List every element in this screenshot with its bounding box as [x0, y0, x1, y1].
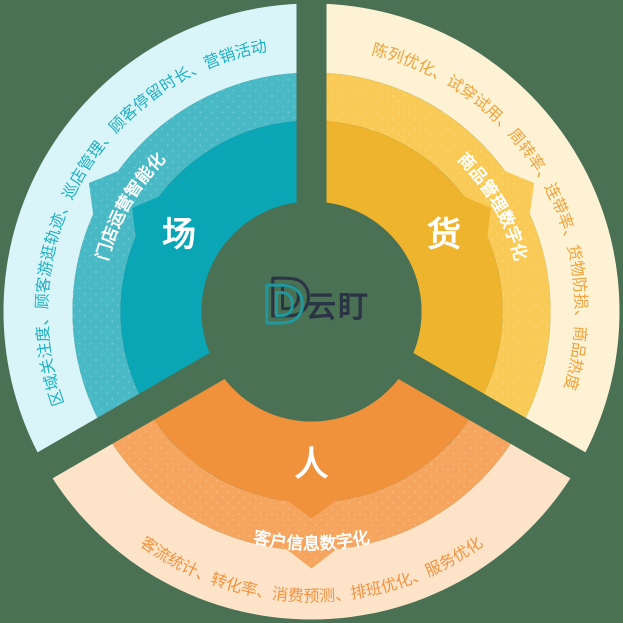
logo-d-mark-icon: D — [262, 276, 305, 336]
segment-huo-middle-ring-texture — [319, 72, 551, 422]
ring-segments — [3, 3, 620, 620]
segment-ren-outer-ring — [51, 439, 572, 620]
segment-chang-middle-ring-texture — [72, 72, 304, 422]
segment-chang-core-label: 场 — [162, 215, 196, 255]
segment-huo-outer-ring — [321, 3, 620, 454]
segment-ren-core-label: 人 — [295, 445, 329, 485]
segment-chang-inner-ring — [120, 120, 307, 400]
segment-ren-inner-ring — [150, 370, 473, 519]
segment-chang-outer-ring — [3, 3, 302, 454]
segment-ren-middle-ring-texture — [109, 414, 514, 569]
segment-huo-inner-ring — [316, 120, 503, 400]
segment-huo-core-label: 货 — [427, 215, 461, 255]
logo-wordmark: 云盯 — [306, 290, 370, 325]
logo-d-mark-back: D — [268, 269, 311, 329]
brand-logo: DD 云盯 — [261, 268, 370, 338]
